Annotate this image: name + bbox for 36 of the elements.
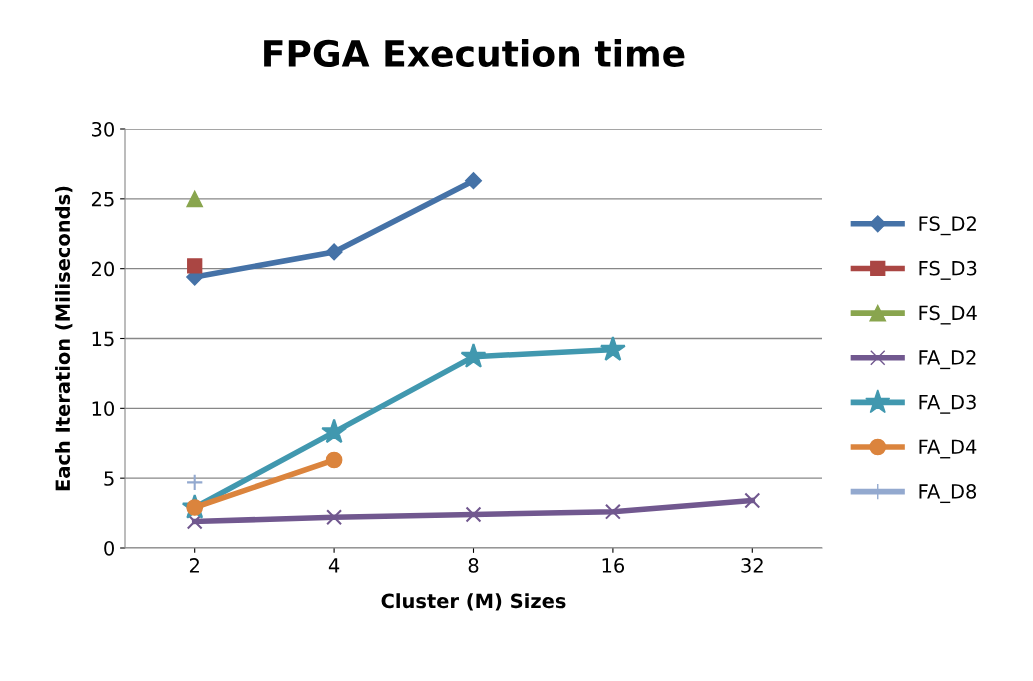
point [321,418,348,444]
point [464,172,483,190]
legend-label: FA_D8 [919,484,977,504]
legend-label: FS_D4 [919,305,977,325]
x-tick-label: 32 [741,558,763,573]
chart-title: FPGA Execution time [264,39,685,68]
legend-label: FS_D2 [919,216,976,236]
y-axis-title: Each Iteration (Miliseconds) [55,186,73,491]
point [599,336,626,361]
legend-label: FA_D4 [919,439,977,459]
legend-label: FS_D3 [919,260,977,280]
y-tick-label: 5 [104,471,114,486]
x-tick-label: 8 [468,558,479,573]
y-tick-label: 15 [92,331,114,347]
point [604,503,621,520]
point [460,343,487,368]
y-tick-label: 0 [104,540,114,556]
point [465,506,482,523]
y-tick-label: 20 [91,261,114,277]
point [187,258,203,274]
y-tick-label: 25 [91,191,114,207]
x-tick-label: 16 [602,558,625,573]
point [186,513,203,530]
legend-label: FA_D2 [919,350,976,370]
x-tick-label: 2 [189,558,199,573]
point [325,243,343,261]
y-tick-label: 30 [92,121,114,137]
point [744,492,761,509]
legend-label: FA_D3 [919,394,976,414]
x-axis-title: Cluster (M) Sizes [381,593,566,611]
point [186,190,204,208]
x-tick-label: 4 [328,558,340,573]
point [326,509,343,526]
point [325,451,343,469]
y-tick-label: 10 [92,401,114,416]
point [186,473,204,492]
